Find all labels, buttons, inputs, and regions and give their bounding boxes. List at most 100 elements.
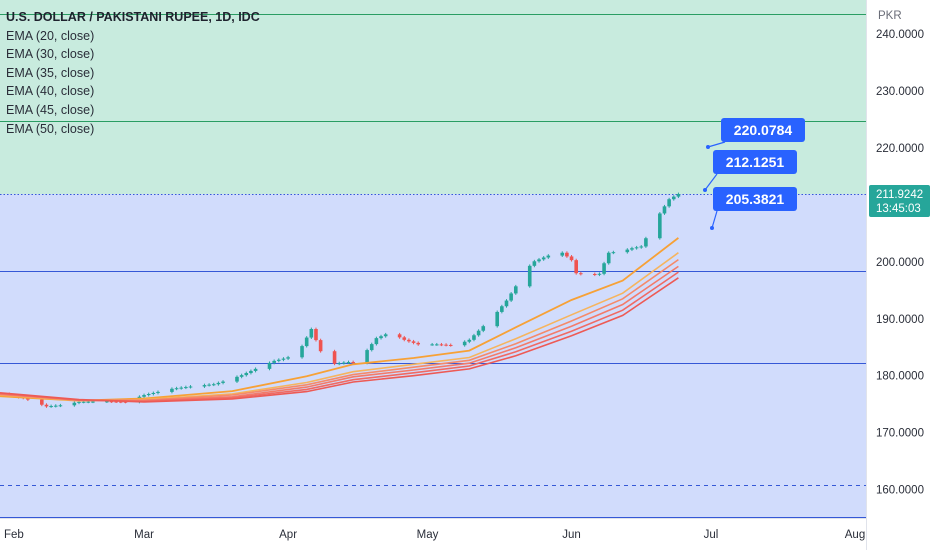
candle[interactable] (249, 370, 253, 374)
candle[interactable] (611, 252, 616, 254)
candle[interactable] (606, 252, 611, 264)
candle[interactable] (667, 199, 671, 207)
candle[interactable] (569, 256, 574, 261)
candle[interactable] (211, 384, 216, 386)
candle[interactable] (337, 363, 342, 365)
candle[interactable] (146, 394, 151, 396)
candle[interactable] (439, 344, 444, 346)
candle[interactable] (26, 397, 30, 400)
candle[interactable] (625, 249, 630, 253)
candle[interactable] (481, 326, 486, 331)
candle[interactable] (253, 368, 258, 371)
candle[interactable] (81, 401, 86, 403)
candle[interactable] (184, 387, 188, 389)
target-label-box-0[interactable] (721, 118, 805, 142)
candle[interactable] (91, 401, 95, 403)
candle[interactable] (504, 300, 509, 307)
legend-ema-40[interactable]: EMA (40, close) (6, 84, 95, 99)
candle[interactable] (430, 344, 434, 346)
candle[interactable] (407, 339, 411, 342)
candle[interactable] (49, 406, 53, 408)
candle[interactable] (77, 401, 81, 403)
candle[interactable] (58, 405, 63, 407)
candle[interactable] (342, 362, 346, 364)
candle[interactable] (281, 358, 286, 360)
target-label-box-2[interactable] (713, 187, 797, 211)
current-price-tag[interactable] (869, 184, 930, 217)
candle[interactable] (346, 362, 351, 364)
candle[interactable] (114, 401, 118, 403)
candle[interactable] (216, 382, 221, 385)
candle[interactable] (397, 334, 402, 338)
candle[interactable] (109, 401, 114, 403)
legend-ema-50[interactable]: EMA (50, close) (6, 121, 95, 136)
candle[interactable] (537, 259, 541, 262)
candle[interactable] (527, 265, 532, 287)
candle[interactable] (86, 401, 91, 403)
candle[interactable] (509, 293, 513, 301)
candle[interactable] (369, 344, 374, 351)
candle[interactable] (314, 329, 318, 341)
candle[interactable] (235, 376, 239, 382)
price-axis[interactable] (867, 0, 932, 550)
target-label-box-1[interactable] (713, 150, 797, 174)
candle[interactable] (53, 405, 58, 407)
candle[interactable] (630, 248, 634, 250)
candle[interactable] (662, 206, 667, 214)
legend-ema-45[interactable]: EMA (45, close) (6, 102, 95, 117)
candle[interactable] (272, 360, 276, 363)
candle[interactable] (444, 344, 448, 346)
time-axis[interactable] (0, 519, 866, 550)
candle[interactable] (179, 387, 184, 389)
candle[interactable] (434, 344, 439, 346)
candle[interactable] (565, 252, 569, 257)
candle[interactable] (495, 311, 500, 327)
candle[interactable] (634, 247, 639, 249)
legend-ema-35[interactable]: EMA (35, close) (6, 65, 95, 80)
candle[interactable] (448, 344, 453, 346)
candle[interactable] (379, 336, 383, 339)
candle[interactable] (309, 329, 314, 338)
candle[interactable] (365, 350, 369, 363)
candle[interactable] (44, 404, 49, 407)
candle[interactable] (300, 346, 304, 358)
candle[interactable] (151, 392, 156, 395)
candle[interactable] (119, 401, 123, 403)
candle[interactable] (416, 342, 421, 345)
candle[interactable] (579, 273, 583, 275)
candle[interactable] (239, 375, 244, 377)
candle[interactable] (156, 391, 160, 393)
candle[interactable] (500, 306, 504, 312)
candle[interactable] (671, 196, 676, 200)
candle[interactable] (277, 359, 281, 361)
candle[interactable] (286, 357, 290, 359)
candle[interactable] (374, 338, 379, 345)
candle[interactable] (476, 330, 481, 336)
candle[interactable] (105, 401, 109, 403)
candle[interactable] (351, 362, 355, 364)
candle[interactable] (72, 402, 77, 406)
ema-line-20[interactable] (0, 237, 679, 402)
candle[interactable] (411, 341, 416, 343)
candle[interactable] (574, 260, 578, 274)
candle[interactable] (267, 362, 272, 369)
candle[interactable] (221, 381, 225, 383)
candle[interactable] (644, 238, 648, 247)
candle[interactable] (467, 339, 472, 342)
candle[interactable] (123, 401, 128, 403)
candle[interactable] (513, 286, 518, 294)
candle[interactable] (170, 388, 174, 392)
candle[interactable] (462, 341, 467, 346)
target-point-2[interactable] (710, 226, 714, 230)
candle[interactable] (472, 335, 476, 340)
candle[interactable] (207, 384, 211, 386)
candle[interactable] (541, 257, 546, 260)
candle[interactable] (318, 340, 323, 352)
candle[interactable] (304, 337, 309, 347)
candle[interactable] (174, 388, 179, 390)
ema-line-50[interactable] (0, 277, 679, 403)
candle[interactable] (546, 255, 551, 258)
candle[interactable] (602, 263, 606, 274)
candle[interactable] (40, 399, 44, 405)
candle[interactable] (676, 193, 681, 197)
